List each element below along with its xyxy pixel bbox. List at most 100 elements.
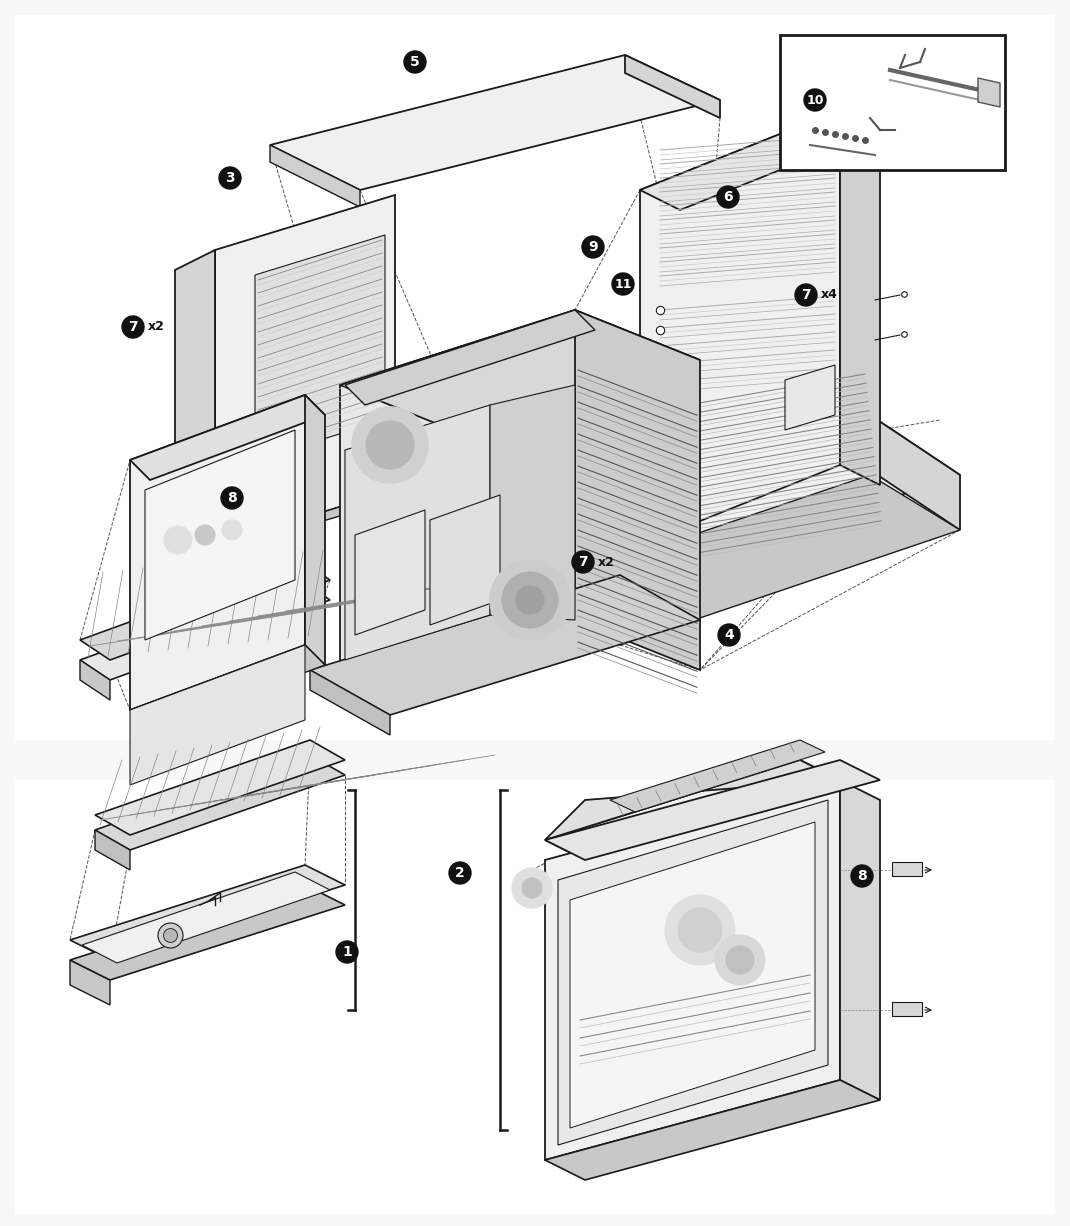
Text: 7: 7 <box>578 555 587 569</box>
Polygon shape <box>82 872 330 962</box>
Polygon shape <box>840 110 880 485</box>
Polygon shape <box>270 55 720 190</box>
Polygon shape <box>80 580 330 680</box>
Polygon shape <box>340 310 700 435</box>
Bar <box>892 1002 922 1016</box>
Circle shape <box>219 167 241 189</box>
Polygon shape <box>15 780 1055 1215</box>
Polygon shape <box>340 310 575 695</box>
Circle shape <box>717 186 739 208</box>
Circle shape <box>122 316 144 338</box>
Text: x2: x2 <box>148 320 165 333</box>
Polygon shape <box>530 474 960 645</box>
Polygon shape <box>557 801 828 1145</box>
Polygon shape <box>70 866 345 960</box>
Circle shape <box>582 235 603 257</box>
Polygon shape <box>345 310 595 405</box>
Circle shape <box>336 942 358 962</box>
Circle shape <box>164 526 192 554</box>
Circle shape <box>678 908 722 953</box>
Polygon shape <box>355 510 425 635</box>
Polygon shape <box>95 755 345 850</box>
Polygon shape <box>80 660 110 700</box>
Polygon shape <box>545 760 880 859</box>
Circle shape <box>404 51 426 74</box>
Bar <box>892 862 922 877</box>
Text: 4: 4 <box>724 628 734 642</box>
Polygon shape <box>129 395 325 481</box>
Text: 5: 5 <box>410 55 419 69</box>
Text: 10: 10 <box>807 93 824 107</box>
Polygon shape <box>175 490 395 565</box>
Text: 1: 1 <box>342 945 352 959</box>
Polygon shape <box>575 310 700 669</box>
Polygon shape <box>545 760 840 840</box>
Circle shape <box>718 624 740 646</box>
Text: 7: 7 <box>128 320 138 333</box>
Polygon shape <box>70 960 110 1005</box>
Text: 3: 3 <box>225 170 234 185</box>
Polygon shape <box>490 385 575 620</box>
Polygon shape <box>545 780 840 1160</box>
Polygon shape <box>570 821 815 1128</box>
Circle shape <box>195 525 215 546</box>
Polygon shape <box>80 560 330 660</box>
Text: 11: 11 <box>614 277 631 291</box>
Polygon shape <box>545 760 840 859</box>
Polygon shape <box>610 741 825 812</box>
Polygon shape <box>310 575 700 715</box>
Circle shape <box>502 573 557 628</box>
Polygon shape <box>840 780 880 1100</box>
Text: 7: 7 <box>801 288 811 302</box>
Polygon shape <box>129 645 305 785</box>
Polygon shape <box>310 669 389 736</box>
Polygon shape <box>95 741 345 835</box>
Circle shape <box>727 946 754 973</box>
Circle shape <box>804 89 826 112</box>
Circle shape <box>366 421 414 470</box>
Circle shape <box>522 878 542 897</box>
Polygon shape <box>530 414 960 590</box>
Circle shape <box>516 586 544 614</box>
Circle shape <box>490 560 570 640</box>
Polygon shape <box>15 15 1055 741</box>
Polygon shape <box>870 414 960 530</box>
Polygon shape <box>95 830 129 870</box>
Polygon shape <box>625 55 720 118</box>
Circle shape <box>612 273 635 295</box>
Text: 6: 6 <box>723 190 733 204</box>
Circle shape <box>572 550 594 573</box>
Circle shape <box>352 407 428 483</box>
Circle shape <box>715 935 765 984</box>
Text: 9: 9 <box>588 240 598 254</box>
Polygon shape <box>785 365 835 430</box>
Polygon shape <box>70 885 345 980</box>
Polygon shape <box>305 395 325 664</box>
Text: 2: 2 <box>455 866 464 880</box>
Polygon shape <box>146 430 295 640</box>
Polygon shape <box>545 1080 880 1179</box>
Polygon shape <box>430 495 500 625</box>
Polygon shape <box>255 235 385 460</box>
Text: 8: 8 <box>227 490 236 505</box>
Polygon shape <box>345 405 490 660</box>
Text: x2: x2 <box>598 555 615 569</box>
Polygon shape <box>640 110 840 546</box>
Polygon shape <box>129 645 325 729</box>
Circle shape <box>795 284 817 306</box>
Polygon shape <box>129 395 305 710</box>
Circle shape <box>513 868 552 908</box>
Text: 8: 8 <box>857 869 867 883</box>
Circle shape <box>851 866 873 886</box>
Polygon shape <box>978 78 1000 107</box>
Text: x4: x4 <box>821 288 838 302</box>
Polygon shape <box>270 145 360 207</box>
Bar <box>780 36 1005 170</box>
Polygon shape <box>640 110 880 210</box>
Polygon shape <box>175 250 215 565</box>
Circle shape <box>664 895 735 965</box>
Circle shape <box>449 862 471 884</box>
Circle shape <box>221 487 243 509</box>
Circle shape <box>221 520 242 539</box>
Polygon shape <box>215 195 395 546</box>
